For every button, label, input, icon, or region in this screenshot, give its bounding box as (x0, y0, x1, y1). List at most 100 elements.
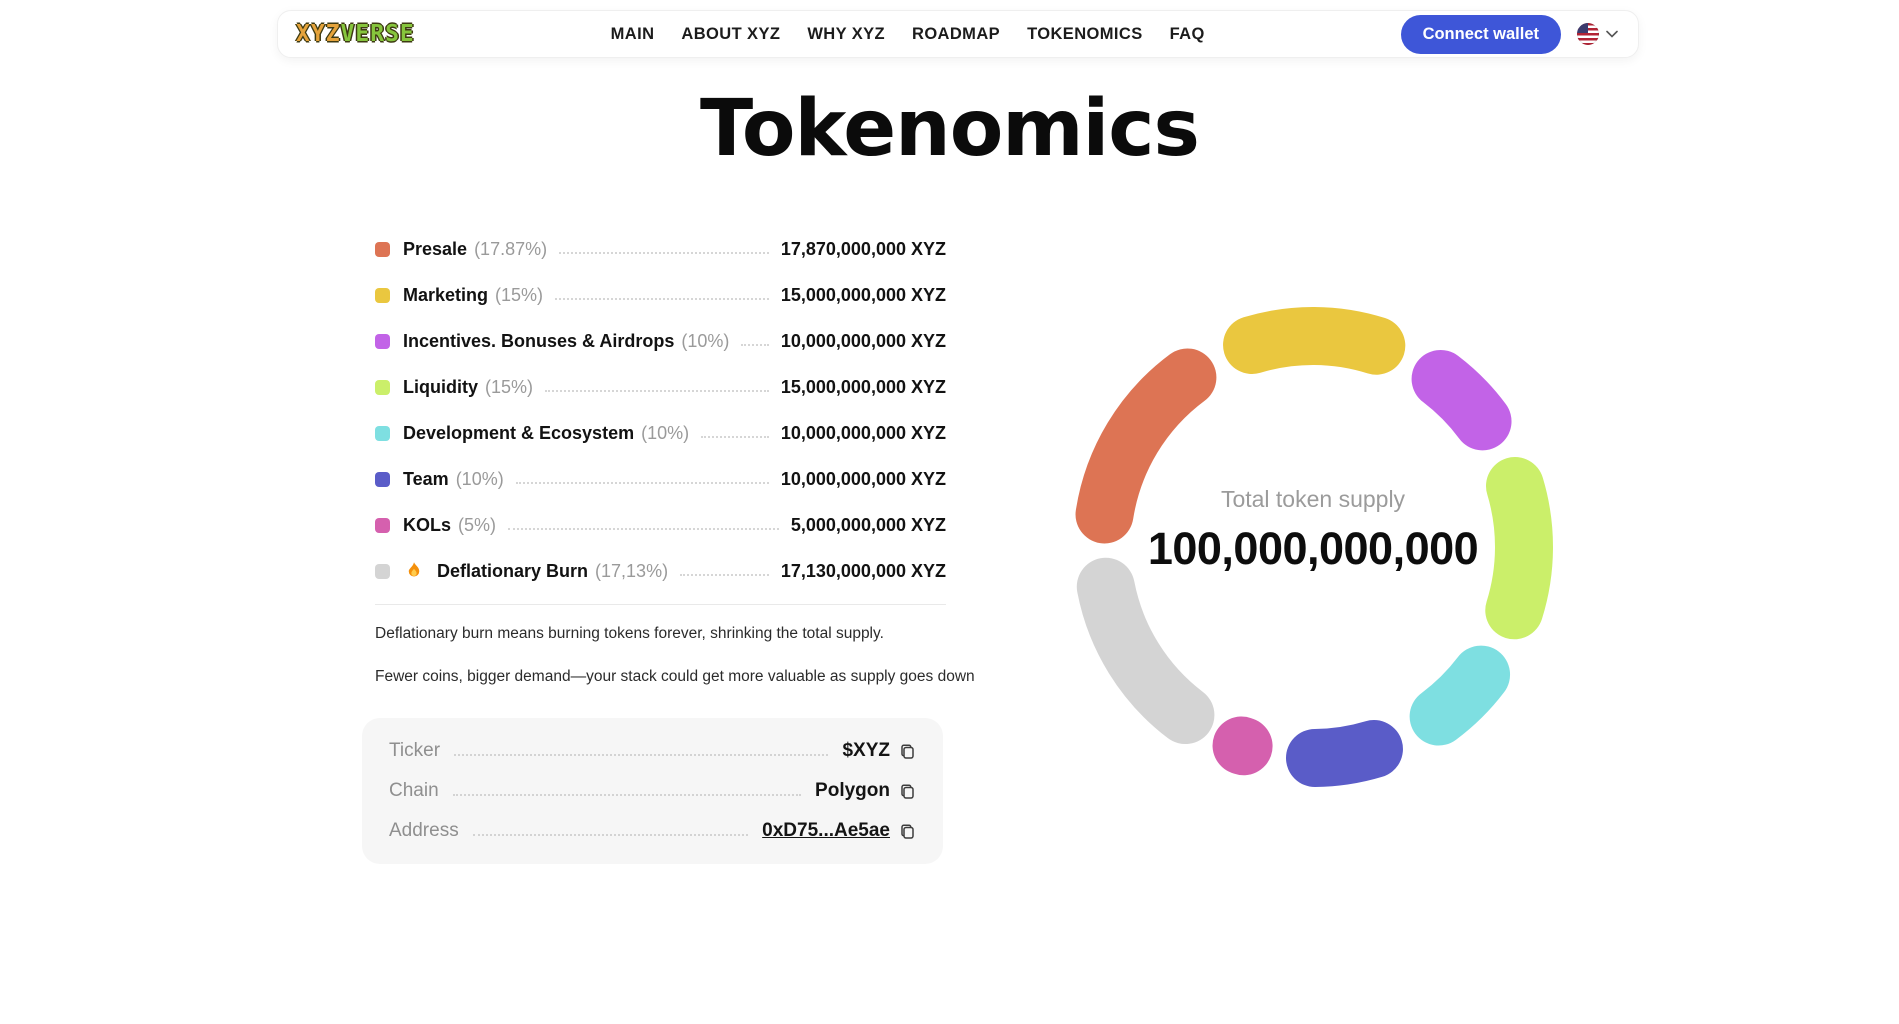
nav-item-why-xyz[interactable]: WHY XYZ (807, 24, 885, 43)
copy-address-button[interactable] (899, 823, 916, 840)
donut-segment-marketing (1073, 307, 1553, 787)
legend-percent: (17,13%) (595, 560, 669, 581)
token-info-value: $XYZ (842, 740, 890, 761)
legend-color-swatch (375, 563, 390, 579)
donut-segment-liquidity (1073, 307, 1553, 787)
legend-percent: (5%) (458, 514, 497, 535)
legend-value: 17,130,000,000 XYZ (780, 560, 946, 581)
legend-color-swatch (375, 517, 390, 533)
page-title: Tokenomics (700, 84, 1200, 174)
token-info-value: Polygon (815, 780, 890, 801)
main-nav: MAIN ABOUT XYZ WHY XYZ ROADMAP TOKENOMICS FAQ (611, 25, 1205, 44)
dotted-leader (508, 528, 779, 530)
donut-segment-presale (1073, 307, 1553, 787)
legend-label: Liquidity (403, 376, 478, 397)
legend-color-swatch (375, 425, 390, 441)
legend-value: 5,000,000,000 XYZ (790, 514, 946, 535)
copy-address-button[interactable] (899, 743, 916, 760)
token-info-row: Chain Polygon (389, 771, 916, 811)
donut-segments (1073, 307, 1553, 787)
legend-row: Development & Ecosystem (10%) 10,000,000… (375, 410, 946, 456)
dotted-leader (555, 298, 769, 300)
legend-label: Development & Ecosystem (403, 422, 635, 443)
donut-segment-development-ecosystem (1073, 307, 1553, 787)
legend-value: 15,000,000,000 XYZ (780, 284, 946, 305)
token-info-label: Address (389, 820, 459, 841)
legend-percent: (15%) (485, 376, 534, 397)
dotted-leader (680, 574, 769, 576)
nav-item-main[interactable]: MAIN (610, 24, 655, 43)
legend-color-swatch (375, 287, 390, 303)
token-info-label: Ticker (389, 740, 441, 761)
legend-label: Team (403, 468, 449, 489)
token-info-row: Address 0xD75...Ae5ae (389, 811, 916, 851)
legend-percent: (10%) (641, 422, 690, 443)
legend-percent: (17.87%) (474, 238, 548, 259)
legend-row: Marketing (15%) 15,000,000,000 XYZ (375, 272, 946, 318)
tokenomics-legend: Presale (17.87%) 17,870,000,000 XYZ Mark… (375, 226, 946, 594)
legend-row: KOLs (5%) 5,000,000,000 XYZ (375, 502, 946, 548)
legend-value: 15,000,000,000 XYZ (780, 376, 946, 397)
legend-value: 17,870,000,000 XYZ (780, 238, 946, 259)
legend-value: 10,000,000,000 XYZ (780, 422, 946, 443)
dotted-leader (454, 754, 829, 756)
donut-segment-deflationary-burn (1073, 307, 1553, 787)
total-supply-label: Total token supply (1220, 486, 1406, 512)
legend-color-swatch (375, 379, 390, 395)
nav-item-faq[interactable]: FAQ (1169, 24, 1205, 43)
legend-color-swatch (375, 333, 390, 349)
contract-address-link[interactable]: 0xD75...Ae5ae (762, 820, 890, 841)
token-info-row: Ticker $XYZ (389, 731, 916, 771)
logo-part-verse: VERSE (340, 21, 415, 47)
dotted-leader (559, 252, 769, 254)
logo-part-xyz: XYZ (296, 21, 341, 47)
nav-item-roadmap[interactable]: ROADMAP (912, 24, 1001, 43)
us-flag-icon (1577, 23, 1599, 45)
legend-row: Team (10%) 10,000,000,000 XYZ (375, 456, 946, 502)
note-line-2: Fewer coins, bigger demand—your stack co… (375, 668, 975, 685)
copy-icon (901, 783, 914, 799)
legend-row: Presale (17.87%) 17,870,000,000 XYZ (375, 226, 946, 272)
copy-icon (901, 743, 914, 759)
dotted-leader (741, 344, 769, 346)
copy-address-button[interactable] (899, 783, 916, 800)
token-info-card: Ticker $XYZ Chain Polygon Address 0xD75.… (362, 718, 943, 864)
chevron-down-icon (1606, 30, 1618, 38)
legend-value: 10,000,000,000 XYZ (780, 468, 946, 489)
language-selector[interactable] (1577, 23, 1618, 45)
legend-value: 10,000,000,000 XYZ (780, 330, 946, 351)
nav-item-tokenomics[interactable]: TOKENOMICS (1027, 24, 1143, 43)
legend-percent: (15%) (495, 284, 544, 305)
header-bar: XYZ VERSE MAIN ABOUT XYZ WHY XYZ ROADMAP TOKE… (277, 10, 1639, 58)
legend-color-swatch (375, 241, 390, 257)
donut-segment-incentives-bonuses-airdrops (1073, 307, 1553, 787)
nav-item-about-xyz[interactable]: ABOUT XYZ (681, 24, 781, 43)
legend-percent: (10%) (681, 330, 730, 351)
donut-segment-kols (1073, 307, 1553, 787)
dotted-leader (545, 390, 769, 392)
legend-label: Incentives. Bonuses & Airdrops (403, 330, 675, 351)
token-info-label: Chain (389, 780, 439, 801)
copy-icon (901, 823, 914, 839)
connect-wallet-button[interactable]: Connect wallet (1400, 14, 1561, 54)
dotted-leader (515, 482, 769, 484)
legend-row: Deflationary Burn (17,13%) 17,130,000,00… (375, 548, 946, 594)
donut-segment-team (1073, 307, 1553, 787)
dotted-leader (472, 834, 749, 836)
total-supply-value: 100,000,000,000 (1147, 523, 1479, 574)
header-right: Connect wallet (1400, 14, 1618, 54)
legend-label: Deflationary Burn (437, 560, 589, 581)
flame-icon (404, 561, 424, 581)
note-line-1: Deflationary burn means burning tokens f… (375, 625, 884, 642)
legend-label: Marketing (403, 284, 489, 305)
dotted-leader (701, 436, 769, 438)
legend-row: Liquidity (15%) 15,000,000,000 XYZ (375, 364, 946, 410)
logo[interactable]: XYZ VERSE (296, 21, 415, 47)
legend-row: Incentives. Bonuses & Airdrops (10%) 10,… (375, 318, 946, 364)
legend-percent: (10%) (455, 468, 504, 489)
legend-label: Presale (403, 238, 468, 259)
burn-notes: Deflationary burn means burning tokens f… (375, 625, 975, 711)
legend-color-swatch (375, 471, 390, 487)
legend-divider (375, 604, 946, 605)
legend-label: KOLs (403, 514, 452, 535)
